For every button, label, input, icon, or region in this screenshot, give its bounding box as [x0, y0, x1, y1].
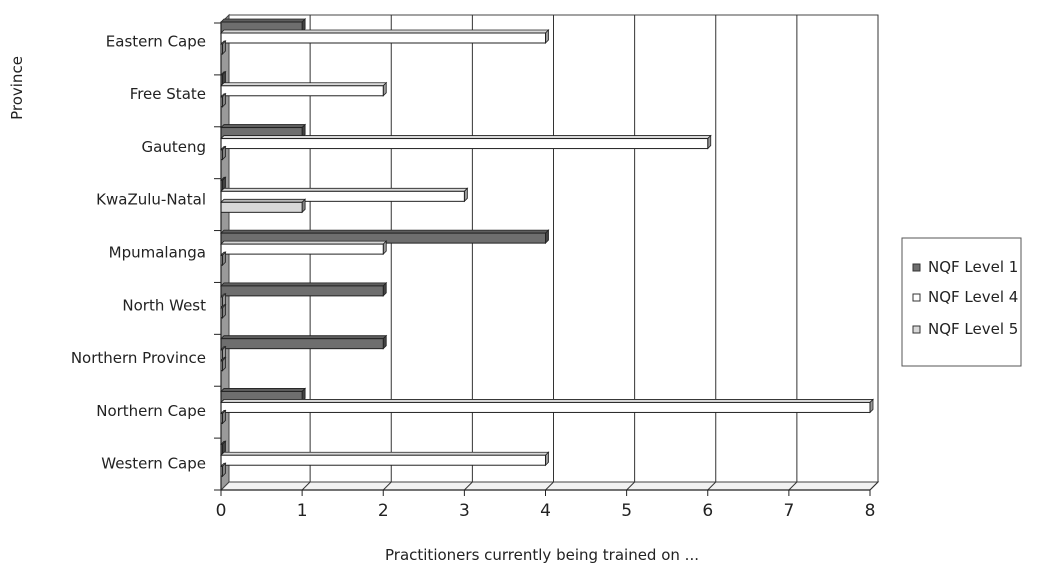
legend-swatch-nqf-level-4 [912, 293, 921, 302]
gridline-floor-x-5 [626, 481, 635, 491]
bar-front-face [220, 401, 871, 413]
bar-eastern-cape-nqf-level-5 [220, 40, 227, 55]
category-label-western-cape: Western Cape [101, 455, 206, 473]
category-labels: Eastern Cape Free State Gauteng KwaZulu-Nat… [71, 32, 206, 472]
gridline-floor-x-8 [869, 481, 879, 491]
x-tick-label-1: 1 [297, 501, 308, 521]
bar-front-face [220, 85, 384, 97]
axes [214, 22, 871, 496]
legend-box [901, 237, 1022, 367]
gridline-floor-x-6 [707, 481, 717, 491]
bar-front-face [220, 243, 384, 255]
bar-front-face [220, 32, 546, 44]
category-label-northern-province: Northern Province [71, 349, 206, 367]
bar-western-cape-nqf-level-4 [220, 451, 550, 467]
legend-swatch-nqf-level-1 [912, 263, 921, 272]
bar-mpumalanga-nqf-level-5 [220, 251, 227, 267]
gridline-floor-x-2 [382, 481, 392, 491]
bar-kwazulu-natal-nqf-level-5 [220, 198, 307, 214]
x-tick-label-6: 6 [702, 501, 713, 521]
bar-gauteng-nqf-level-4 [220, 134, 712, 150]
bar-northern-province-nqf-level-1 [220, 334, 388, 350]
category-label-kwazulu-natal: KwaZulu-Natal [96, 191, 206, 209]
legend: NQF Level 1 NQF Level 4 NQF Level 5 [901, 237, 1022, 367]
gridline-floor-x-3 [464, 481, 473, 491]
legend-item-nqf-level-1: NQF Level 1 [912, 258, 1018, 276]
x-tick-label-2: 2 [378, 501, 389, 521]
x-tick-label-0: 0 [216, 501, 227, 521]
x-tick-label-5: 5 [621, 501, 632, 521]
bar-northern-cape-nqf-level-4 [220, 398, 874, 414]
x-tick-label-3: 3 [459, 501, 470, 521]
bar-gauteng-nqf-level-5 [220, 145, 227, 161]
category-label-free-state: Free State [130, 85, 206, 103]
legend-label-nqf-level-4: NQF Level 4 [928, 288, 1018, 306]
bar-front-face [220, 338, 384, 350]
legend-label-nqf-level-1: NQF Level 1 [928, 258, 1018, 276]
legend-swatch-nqf-level-5 [912, 325, 921, 334]
bar-north-west-nqf-level-1 [220, 281, 388, 297]
bar-front-face [220, 285, 384, 297]
bar-northern-cape-nqf-level-5 [220, 409, 227, 425]
x-tick-label-8: 8 [865, 501, 876, 521]
gridline-floor-x-7 [788, 481, 798, 491]
bar-north-west-nqf-level-4 [220, 292, 227, 308]
x-tick-label-4: 4 [540, 501, 551, 521]
y-axis-title: Province [8, 56, 26, 120]
legend-item-nqf-level-5: NQF Level 5 [912, 320, 1018, 338]
x-tick-labels: 0 1 2 3 4 5 6 7 8 [216, 501, 876, 521]
bar-western-cape-nqf-level-5 [220, 462, 227, 478]
bar-eastern-cape-nqf-level-4 [220, 29, 550, 44]
bar-northern-province-nqf-level-5 [220, 356, 227, 372]
bar-north-west-nqf-level-5 [220, 303, 227, 319]
bar-front-face [220, 138, 709, 150]
gridline-floor-x-1 [301, 481, 311, 491]
bar-free-state-nqf-level-4 [220, 81, 388, 97]
x-axis-title: Practitioners currently being trained on… [385, 546, 699, 564]
x-tick-label-7: 7 [783, 501, 794, 521]
legend-label-nqf-level-5: NQF Level 5 [928, 320, 1018, 338]
bar-free-state-nqf-level-5 [220, 92, 227, 108]
category-label-mpumalanga: Mpumalanga [109, 244, 206, 262]
gridline-floor-x-4 [545, 481, 554, 491]
bar-front-face [220, 201, 303, 213]
category-label-north-west: North West [122, 296, 206, 314]
category-label-gauteng: Gauteng [142, 138, 206, 156]
legend-item-nqf-level-4: NQF Level 4 [912, 288, 1018, 306]
category-label-northern-cape: Northern Cape [96, 402, 206, 420]
bar-mpumalanga-nqf-level-4 [220, 240, 388, 256]
bar-front-face [220, 454, 546, 466]
category-label-eastern-cape: Eastern Cape [106, 32, 206, 50]
